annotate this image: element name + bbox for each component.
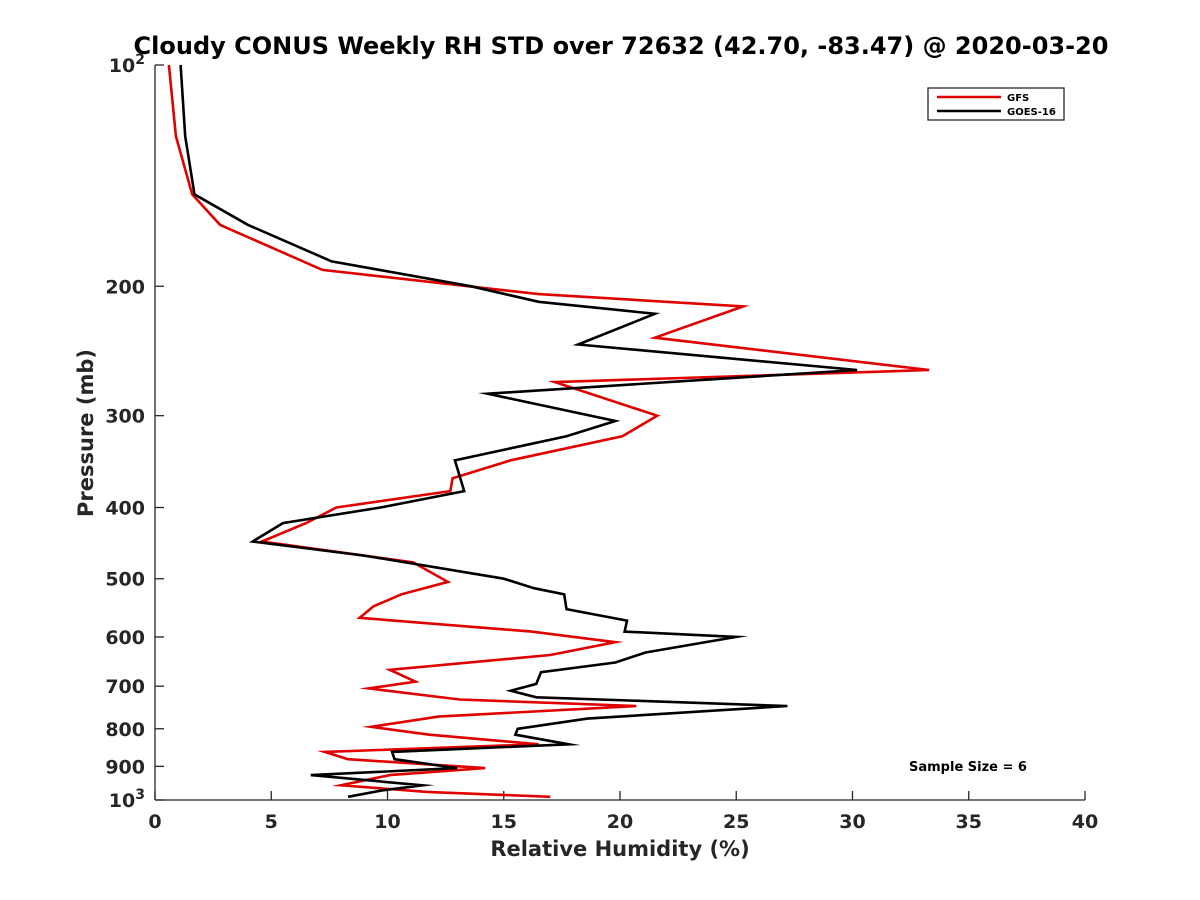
series-line-gfs (167, 64, 930, 799)
x-tick-label: 20 (607, 811, 633, 833)
series-line-goes-16 (179, 64, 858, 799)
y-ticks: 102 200 300 400 500 600 700 800 900 103 (105, 52, 164, 812)
x-axis-label: Relative Humidity (%) (490, 837, 749, 861)
y-tick-label: 500 (105, 569, 145, 591)
legend: GFS GOES-16 (927, 87, 1065, 121)
y-tick-label: 300 (105, 406, 145, 428)
legend-box (927, 87, 1065, 121)
plot-area (154, 65, 1085, 801)
x-tick-label: 35 (956, 811, 982, 833)
sample-size-annotation: Sample Size = 6 (909, 760, 1027, 775)
y-tick-label: 103 (109, 787, 145, 812)
y-tick-label: 102 (109, 52, 145, 77)
y-tick-label: 700 (105, 676, 145, 698)
y-axis-label: Pressure (mb) (74, 349, 98, 517)
x-ticks: 0 5 10 15 20 25 30 35 40 (148, 791, 1098, 833)
series-layer (167, 64, 930, 799)
legend-label: GOES-16 (1007, 107, 1056, 118)
y-tick-label: 900 (105, 756, 145, 778)
x-tick-label: 5 (265, 811, 278, 833)
x-tick-label: 15 (491, 811, 517, 833)
legend-label: GFS (1007, 93, 1029, 104)
x-tick-label: 25 (723, 811, 749, 833)
x-tick-label: 40 (1072, 811, 1098, 833)
x-tick-label: 30 (839, 811, 865, 833)
chart-title: Cloudy CONUS Weekly RH STD over 72632 (4… (134, 32, 1109, 60)
y-tick-label: 400 (105, 498, 145, 520)
y-tick-label: 200 (105, 276, 145, 298)
x-tick-label: 10 (374, 811, 400, 833)
y-tick-label: 600 (105, 627, 145, 649)
x-tick-label: 0 (148, 811, 161, 833)
y-tick-label: 800 (105, 719, 145, 741)
